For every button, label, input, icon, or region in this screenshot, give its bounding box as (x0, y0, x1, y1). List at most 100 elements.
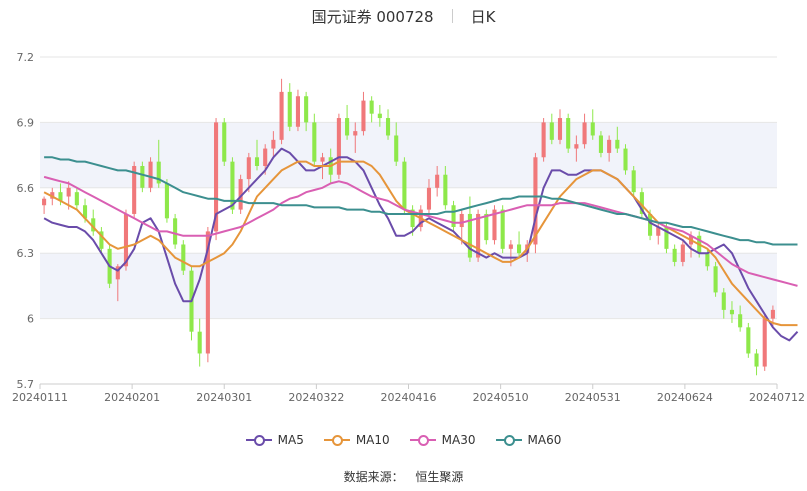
candle-body (549, 122, 554, 140)
candle-body (140, 166, 145, 188)
candle-body (271, 139, 276, 149)
candle (279, 78, 284, 145)
candle (140, 161, 145, 193)
candle-body (729, 309, 735, 315)
legend: MA5 MA10 MA30 MA60 (0, 433, 807, 447)
x-tick-label: 20240322 (288, 391, 344, 404)
candle-body (615, 139, 620, 149)
candle-body (361, 100, 366, 132)
candle-body (336, 118, 341, 175)
x-tick-label: 20240510 (473, 391, 529, 404)
x-tick-label: 20240301 (196, 391, 252, 404)
chart-title-bar: 国元证券 000728 日K (0, 4, 807, 28)
candle-body (353, 131, 358, 136)
legend-label: MA5 (277, 433, 304, 447)
candle-body (91, 218, 96, 232)
candle (361, 91, 366, 136)
legend-item-ma60[interactable]: MA60 (495, 433, 562, 447)
candle (353, 122, 358, 153)
candle-body (377, 113, 382, 119)
candle-body (197, 331, 202, 354)
candle-body (713, 266, 718, 293)
candle (598, 131, 603, 158)
candle-body (345, 118, 350, 136)
candle-body (631, 170, 636, 193)
candle (336, 113, 341, 180)
grid-lines (40, 56, 777, 385)
candle (148, 157, 153, 193)
candle-body (721, 292, 726, 310)
ma5-line (43, 147, 799, 342)
x-tick-label: 20240624 (657, 391, 713, 404)
legend-marker-icon (495, 434, 522, 446)
candle-body (164, 183, 169, 219)
candle-body (623, 148, 628, 171)
candle-body (304, 96, 309, 123)
candle-body (467, 213, 472, 258)
candle-body (254, 157, 260, 166)
candle (426, 179, 432, 214)
candle-body (230, 161, 235, 210)
x-tick-label: 20240531 (565, 391, 621, 404)
moving-average-lines (43, 147, 799, 342)
legend-item-ma10[interactable]: MA10 (323, 433, 390, 447)
candle (287, 83, 292, 132)
source-label: 数据来源： (343, 470, 404, 484)
candle (443, 166, 448, 210)
legend-label: MA30 (441, 433, 476, 447)
y-tick-label: 6.6 (17, 182, 35, 195)
candle-body (754, 353, 759, 367)
candle-body (173, 218, 178, 245)
candle (713, 261, 718, 297)
legend-marker-icon (409, 434, 436, 446)
candle-body (607, 139, 612, 153)
candle (345, 104, 350, 140)
y-axis: 7.2 6.9 6.6 6.3 6 5.7 (17, 51, 35, 391)
candle (189, 266, 194, 341)
background-bands (40, 122, 777, 319)
candle (623, 144, 628, 175)
candle-body (443, 174, 448, 206)
candle-body (639, 192, 644, 214)
data-source: 数据来源： 恒生聚源 (0, 468, 807, 485)
candle (304, 91, 309, 132)
x-tick-label: 20240712 (749, 391, 805, 404)
candle-body (58, 192, 63, 201)
candle (631, 166, 636, 197)
candle-body (459, 213, 464, 228)
source-value: 恒生聚源 (415, 470, 464, 484)
candle (754, 349, 759, 376)
candle-body (484, 213, 489, 241)
title-divider (451, 9, 453, 23)
candle (549, 113, 554, 145)
candle-body (590, 122, 595, 136)
candle-body (246, 157, 251, 180)
candle (721, 288, 726, 319)
candle-body (574, 144, 579, 149)
legend-label: MA60 (527, 433, 562, 447)
candle-body (369, 100, 374, 114)
candle-body (394, 135, 399, 162)
candle-body (557, 118, 563, 140)
legend-item-ma5[interactable]: MA5 (245, 433, 304, 447)
candle-body (295, 96, 300, 127)
candle (42, 196, 47, 214)
candle (492, 205, 497, 245)
candle-body (476, 213, 481, 258)
candlesticks (42, 78, 775, 376)
candle-body (66, 187, 71, 197)
candle (541, 118, 546, 162)
x-tick-label: 20240201 (104, 391, 160, 404)
legend-item-ma30[interactable]: MA30 (409, 433, 476, 447)
kline-chart[interactable]: 7.2 6.9 6.6 6.3 6 5.7 20240111 20240201 2024030… (0, 0, 807, 420)
y-tick-label: 6 (27, 313, 34, 326)
candle-body (598, 135, 603, 153)
candle (377, 104, 382, 127)
band (40, 122, 777, 188)
candle-body (508, 244, 513, 249)
candle-body (238, 179, 243, 210)
candle-body (492, 209, 497, 241)
x-axis: 20240111 20240201 20240301 20240322 20240416… (12, 384, 805, 404)
candle (214, 118, 219, 241)
candle (222, 118, 227, 166)
